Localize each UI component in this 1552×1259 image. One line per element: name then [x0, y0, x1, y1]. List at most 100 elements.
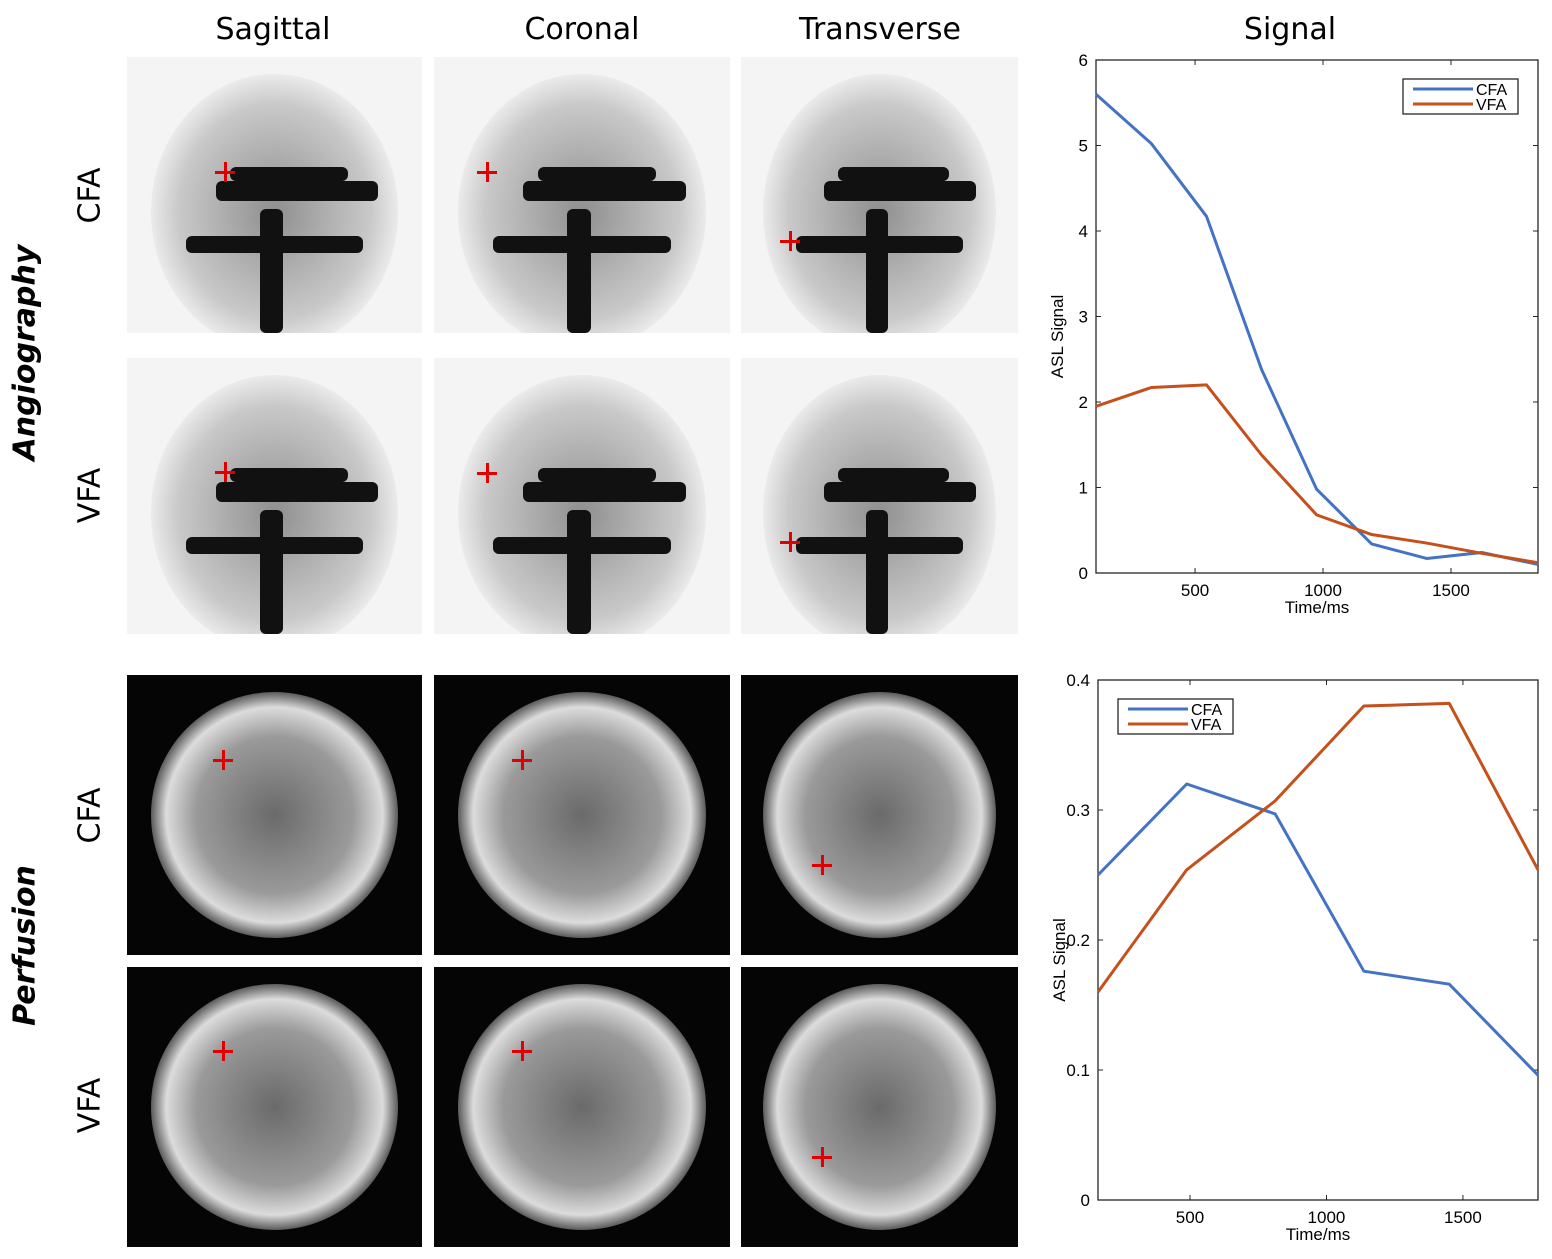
vessel: [186, 537, 363, 554]
perfusion-image-coronal-cfa: [434, 675, 730, 955]
series-line-cfa: [1096, 782, 1540, 1077]
red-cross-marker: [812, 855, 832, 875]
signal-chart-perfusion: 500 1000 1500 0 0.1 0.2 0.3 0.4 Time/ms ASL Signa…: [1050, 671, 1540, 1244]
red-cross-marker: [780, 231, 800, 251]
vessel: [230, 468, 349, 483]
y-tick-label: 5: [1079, 137, 1088, 156]
brain-shape: [763, 691, 996, 939]
vessel: [537, 167, 656, 182]
vessel: [796, 236, 963, 253]
y-tick-label: 3: [1079, 308, 1088, 327]
y-tick-label: 0.4: [1066, 671, 1090, 690]
y-tick-label: 4: [1079, 222, 1088, 241]
col-header-transverse: Transverse: [799, 12, 961, 47]
legend-box: [1402, 78, 1519, 115]
legend-label-vfa: VFA: [1476, 97, 1507, 114]
vessel: [259, 208, 284, 333]
vessel: [186, 236, 363, 253]
brain-shape: [457, 983, 707, 1231]
red-cross-marker: [215, 162, 235, 182]
red-cross-marker: [213, 750, 233, 770]
y-tick-label: 1: [1079, 479, 1088, 498]
plot-area: [1095, 59, 1539, 574]
legend-label-cfa: CFA: [1476, 82, 1507, 99]
vessel: [230, 167, 349, 182]
y-tick-label: 2: [1079, 393, 1088, 412]
row-label-perf-cfa: CFA: [72, 787, 108, 844]
series-line-vfa: [1096, 701, 1540, 993]
x-tick-label: 1500: [1432, 581, 1470, 600]
y-tick-label: 6: [1079, 51, 1088, 70]
angiography-image-sagittal-cfa: [127, 57, 422, 333]
signal-chart-angiography: 500 1000 1500 0 1 2 3 4 5 6 Time/ms ASL Signal CFAVF…: [1048, 51, 1539, 617]
y-axis-label: ASL Signal: [1050, 918, 1069, 1001]
red-cross-marker: [477, 162, 497, 182]
y-tick-label: 0: [1079, 564, 1088, 583]
y-axis-label: ASL Signal: [1048, 295, 1067, 378]
y-tick-label: 0.2: [1066, 931, 1090, 950]
vessel: [567, 509, 591, 634]
vessel: [522, 482, 686, 502]
perfusion-image-coronal-vfa: [434, 967, 730, 1247]
series-line-vfa: [1095, 383, 1539, 565]
perfusion-image-transverse-vfa: [741, 967, 1018, 1247]
angiography-image-transverse-cfa: [741, 57, 1018, 333]
red-cross-marker: [215, 462, 235, 482]
angiography-image-coronal-cfa: [434, 57, 730, 333]
group-label-perfusion: Perfusion: [7, 865, 43, 1026]
vessel: [259, 509, 284, 634]
angiography-image-coronal-vfa: [434, 358, 730, 634]
brain-shape: [457, 691, 707, 939]
vessel: [865, 509, 888, 634]
legend-label-cfa: CFA: [1191, 702, 1222, 719]
x-tick-label: 1000: [1308, 1208, 1346, 1227]
red-cross-marker: [512, 750, 532, 770]
vessel: [837, 468, 949, 483]
brain-shape: [150, 691, 399, 939]
vessel: [824, 482, 977, 502]
x-tick-label: 500: [1176, 1208, 1204, 1227]
col-header-coronal: Coronal: [524, 12, 640, 47]
col-header-signal: Signal: [1243, 12, 1337, 47]
angiography-image-sagittal-vfa: [127, 358, 422, 634]
plot-area: [1097, 679, 1539, 1201]
vessel: [824, 181, 977, 201]
vessel: [796, 537, 963, 554]
y-tick-label: 0.1: [1066, 1061, 1090, 1080]
angiography-image-transverse-vfa: [741, 358, 1018, 634]
vessel: [865, 208, 888, 333]
y-tick-label: 0.3: [1066, 801, 1090, 820]
vessel: [215, 482, 378, 502]
vessel: [537, 468, 656, 483]
row-label-angio-vfa: VFA: [72, 467, 108, 524]
red-cross-marker: [780, 532, 800, 552]
col-header-sagittal: Sagittal: [215, 12, 331, 47]
vessel: [522, 181, 686, 201]
x-axis-label: Time/ms: [1286, 1225, 1351, 1244]
brain-shape: [763, 983, 996, 1231]
perfusion-image-sagittal-cfa: [127, 675, 422, 955]
perfusion-image-sagittal-vfa: [127, 967, 422, 1247]
x-tick-label: 1500: [1444, 1208, 1482, 1227]
vessel: [493, 537, 671, 554]
series-line-cfa: [1095, 93, 1539, 566]
red-cross-marker: [213, 1041, 233, 1061]
x-tick-label: 1000: [1304, 581, 1342, 600]
legend-box: [1117, 698, 1234, 735]
group-label-angiography: Angiography: [7, 244, 43, 461]
y-tick-label: 0: [1081, 1191, 1090, 1210]
x-axis-label: Time/ms: [1285, 598, 1350, 617]
red-cross-marker: [512, 1041, 532, 1061]
perfusion-image-transverse-cfa: [741, 675, 1018, 955]
vessel: [837, 167, 949, 182]
row-label-angio-cfa: CFA: [72, 167, 108, 224]
legend-label-vfa: VFA: [1191, 717, 1222, 734]
row-label-perf-vfa: VFA: [72, 1077, 108, 1134]
vessel: [567, 208, 591, 333]
red-cross-marker: [477, 463, 497, 483]
vessel: [215, 181, 378, 201]
brain-shape: [150, 983, 399, 1231]
vessel: [493, 236, 671, 253]
x-tick-label: 500: [1181, 581, 1209, 600]
